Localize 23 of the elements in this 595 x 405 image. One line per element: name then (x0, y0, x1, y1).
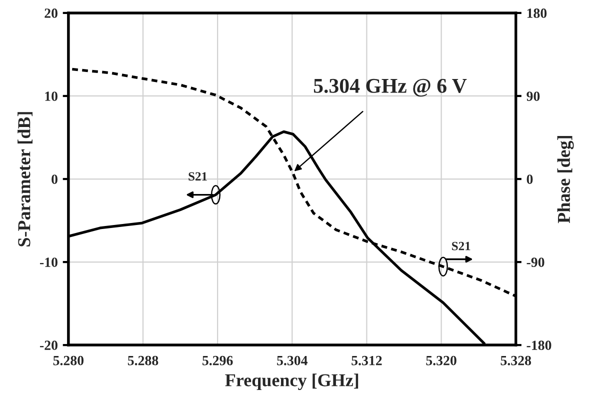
y2-tick-label: -180 (526, 340, 552, 350)
y-tick-label: 20 (44, 8, 58, 18)
y2-tick-label: 0 (526, 174, 533, 184)
y2-tick-label: 180 (527, 8, 547, 18)
y-tick-label: -10 (40, 258, 58, 267)
y-tick-label: -20 (40, 340, 58, 350)
x-tick-label: 5.328 (500, 356, 532, 366)
x-tick-label: 5.312 (352, 356, 382, 366)
x-tick-label: 5.296 (202, 356, 233, 366)
x-axis-title: Frequency [GHz] (225, 374, 358, 390)
x-tick-label: 5.288 (128, 356, 158, 366)
y2-axis-title: Phase [deg] (557, 136, 574, 224)
x-tick-label: 5.304 (277, 356, 308, 366)
y-axis-title: S-Parameter [dB] (18, 112, 33, 246)
series-label: S21 (452, 242, 470, 250)
y-tick-label: 10 (45, 92, 58, 101)
y2-tick-label: 90 (526, 92, 540, 101)
annotation: 5.304 GHz @ 6 V (314, 78, 467, 97)
y-tick-label: 0 (52, 174, 58, 184)
x-tick-label: 5.280 (53, 356, 84, 366)
x-tick-label: 5.320 (426, 356, 456, 366)
series-label: S21 (188, 172, 207, 181)
y2-tick-label: -90 (526, 258, 544, 267)
